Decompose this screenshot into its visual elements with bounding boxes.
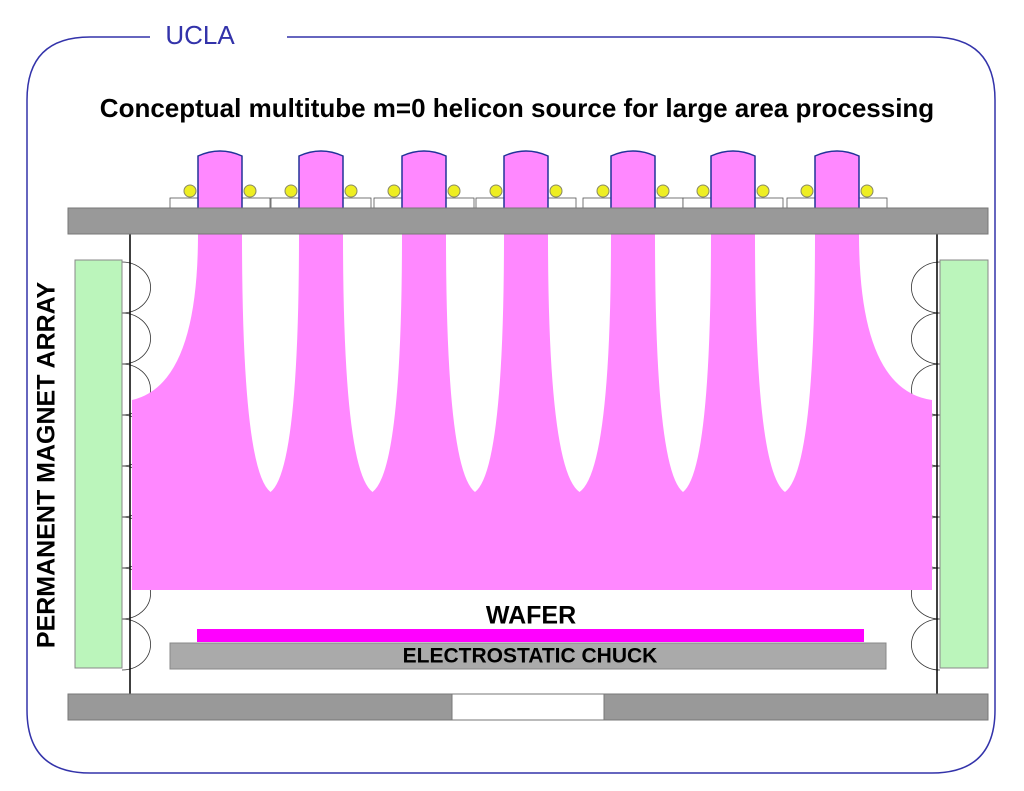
antenna-base	[654, 197, 684, 209]
chuck	[169, 642, 887, 670]
antenna-base	[786, 197, 816, 209]
logo: UCLA	[165, 20, 235, 50]
antenna-base	[270, 197, 300, 209]
antenna-coil	[860, 184, 874, 198]
top-plate	[67, 207, 989, 235]
tube-wall	[298, 150, 344, 234]
tube-wall	[401, 150, 447, 234]
antenna-coil	[756, 184, 770, 198]
antenna-coil	[549, 184, 563, 198]
tube-wall	[710, 150, 756, 234]
apparatus	[121, 150, 941, 671]
field-loop	[121, 618, 151, 671]
tube-wall	[814, 150, 860, 234]
field-loop	[911, 618, 941, 671]
antenna-coil	[183, 184, 197, 198]
title: Conceptual multitube m=0 helicon source …	[100, 93, 934, 123]
frame	[26, 36, 996, 774]
antenna-base	[582, 197, 612, 209]
antenna-coil	[387, 184, 401, 198]
antenna-coil	[656, 184, 670, 198]
antenna-base	[169, 197, 199, 209]
antenna-coil	[447, 184, 461, 198]
antenna-coil	[344, 184, 358, 198]
antenna-coil	[284, 184, 298, 198]
antenna-coil	[243, 184, 257, 198]
field-loop	[911, 312, 941, 365]
antenna-base	[241, 197, 271, 209]
field-loop	[911, 261, 941, 314]
antenna-base	[858, 197, 888, 209]
antenna-base	[342, 197, 372, 209]
field-loop	[121, 312, 151, 365]
antenna-base	[475, 197, 505, 209]
antenna-base	[682, 197, 712, 209]
wafer	[197, 629, 864, 642]
tube-wall	[610, 150, 656, 234]
chuck-label: ELECTROSTATIC CHUCK	[403, 645, 658, 668]
antenna-base	[547, 197, 577, 209]
antenna-coil	[696, 184, 710, 198]
tube-wall	[503, 150, 549, 234]
antenna-coil	[800, 184, 814, 198]
antenna-base	[754, 197, 784, 209]
tube-wall	[197, 150, 243, 234]
field-loop	[121, 261, 151, 314]
antenna-base	[445, 197, 475, 209]
magnet-right	[939, 259, 989, 669]
magnet-label: PERMANENT MAGNET ARRAY	[33, 282, 61, 649]
wafer-label: WAFER	[486, 602, 576, 630]
pump-port	[451, 693, 605, 721]
magnet-left	[74, 259, 123, 669]
antenna-coil	[489, 184, 503, 198]
antenna-coil	[596, 184, 610, 198]
antenna-base	[373, 197, 403, 209]
plasma	[132, 234, 932, 590]
